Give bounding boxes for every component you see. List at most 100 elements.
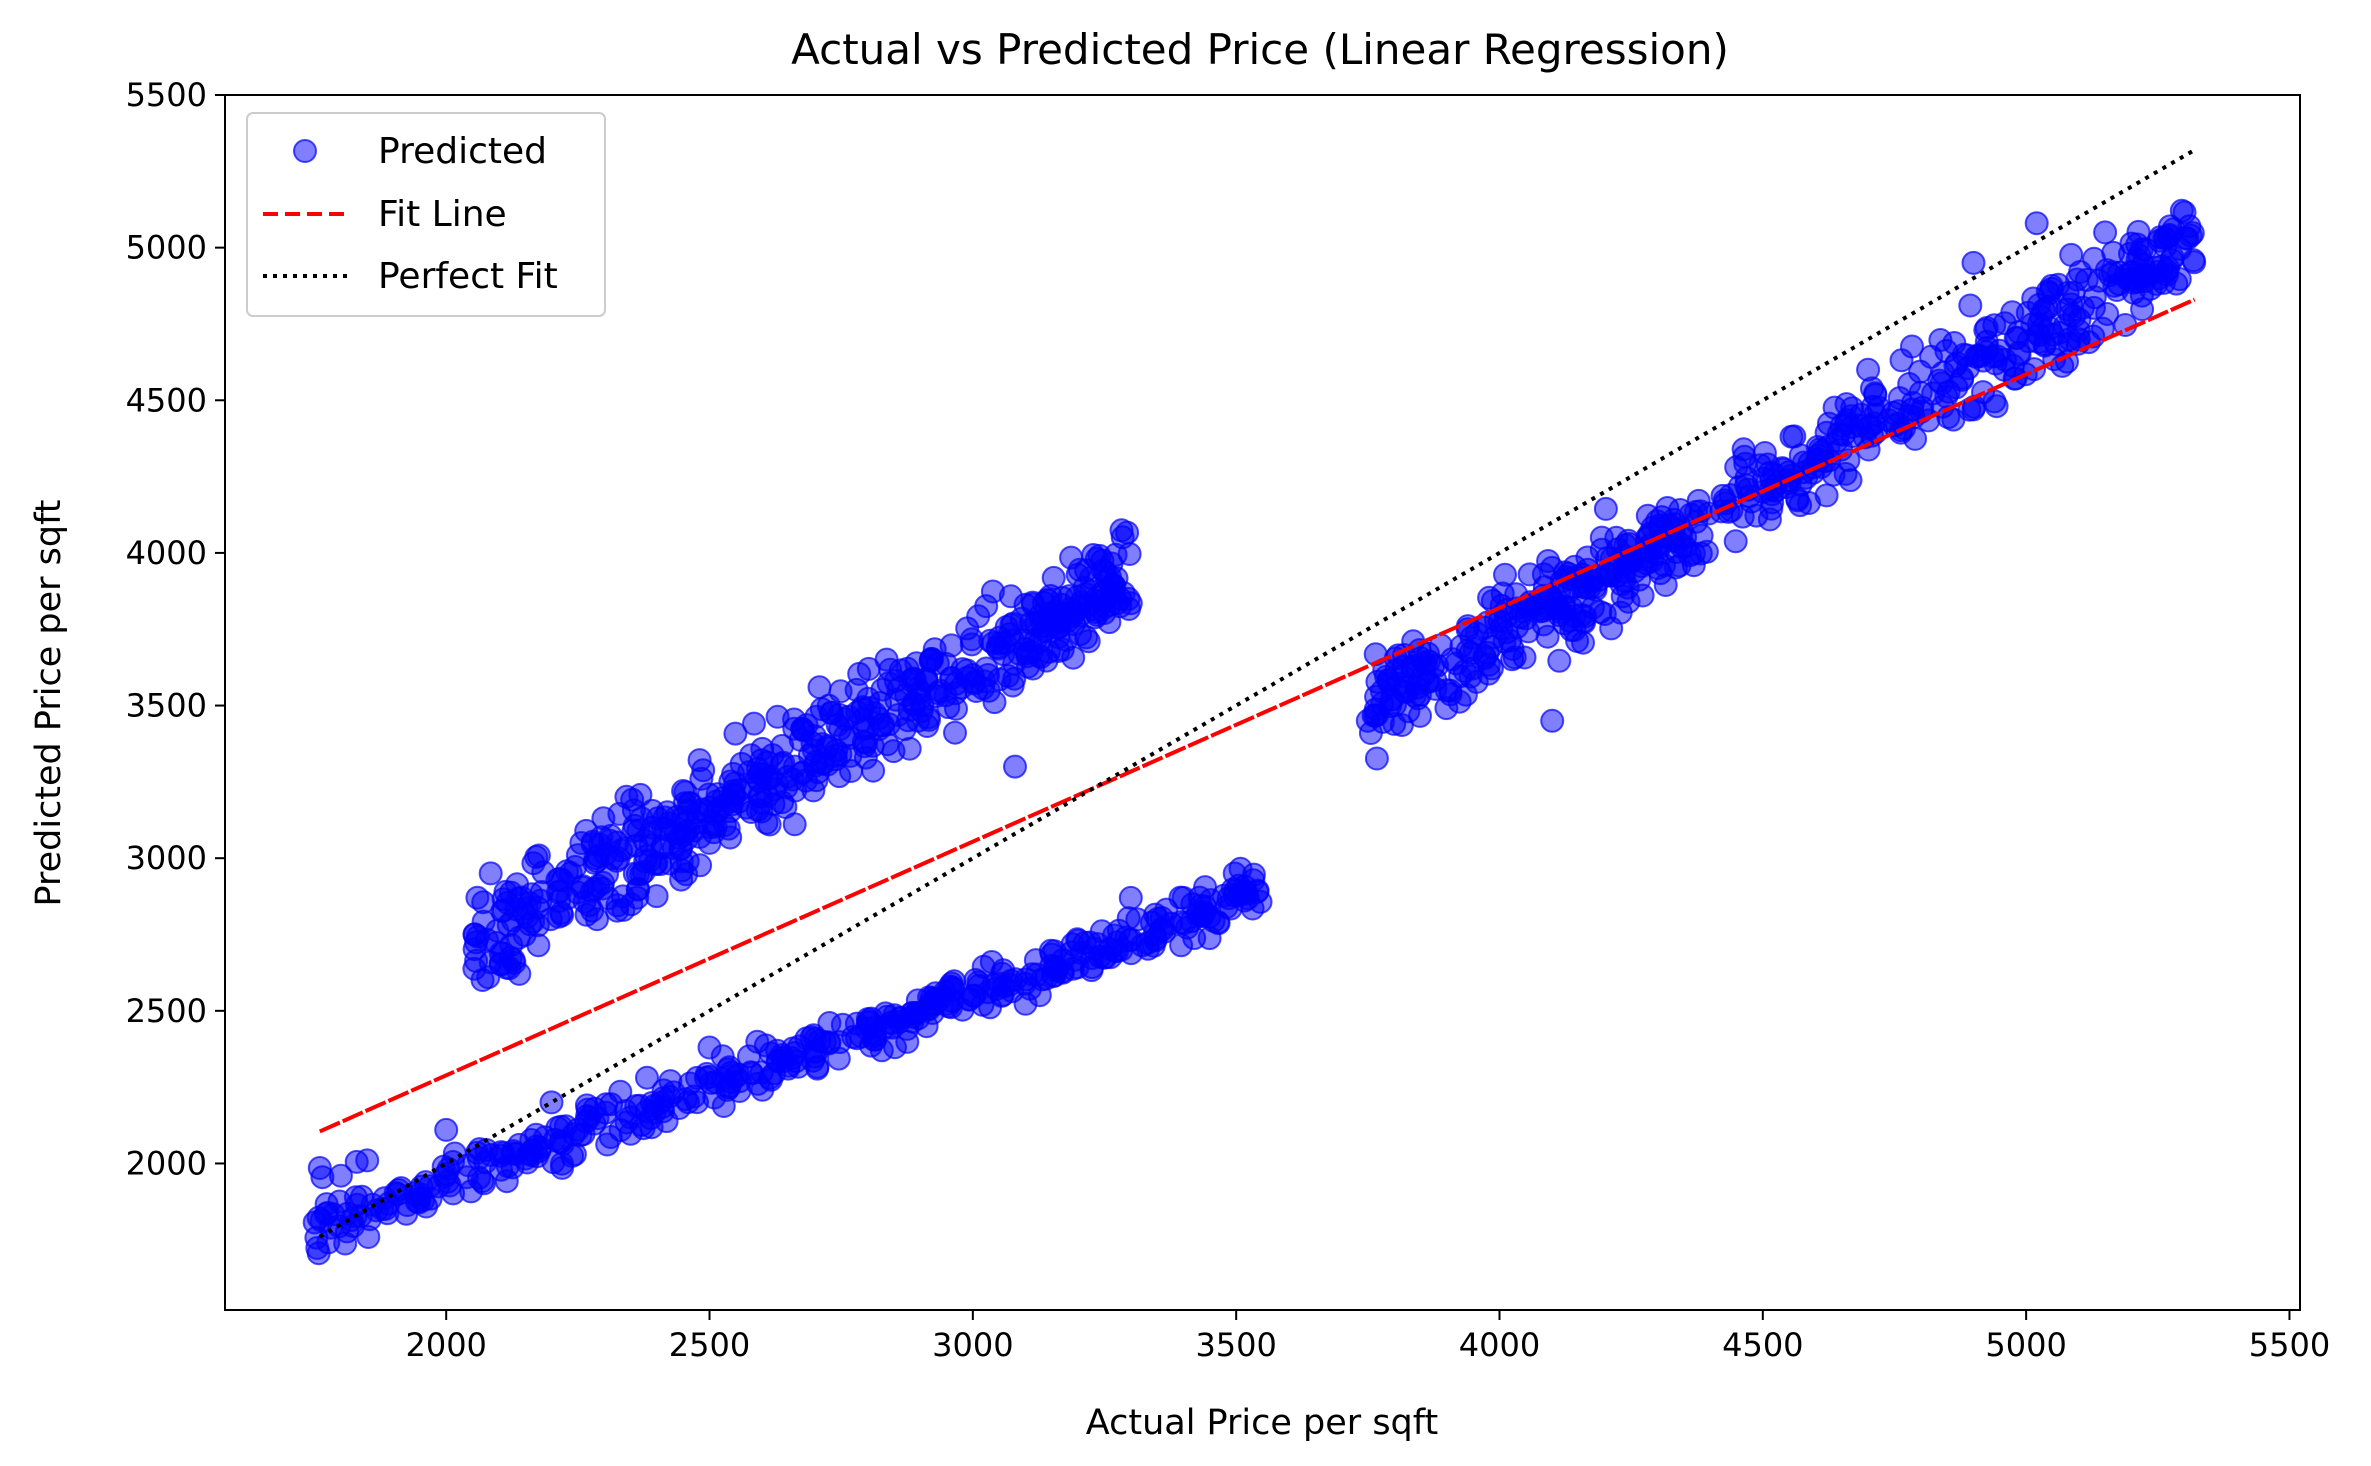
scatter-point [506,925,531,950]
scatter-point [1154,897,1179,922]
scatter-point [2059,242,2084,267]
scatter-point [998,968,1023,993]
scatter-point [1984,394,2009,419]
scatter-point [1982,313,2007,338]
scatter-point [635,1065,659,1090]
scatter-point [876,671,901,696]
scatter-point [1531,562,1556,587]
scatter-point [1117,542,1142,566]
scatter-point [1517,594,1542,619]
scatter-point [859,1033,883,1058]
scatter-point [628,782,653,807]
scatter-point [605,893,630,918]
scatter-point [2039,273,2064,298]
scatter-point [1434,678,1459,703]
scatter-point [1066,928,1091,953]
y-tick-label: 4500 [126,381,207,419]
y-axis: 2000 2500 3000 3500 4000 4500 5000 5500 [126,76,225,1182]
y-tick-label: 2500 [126,992,207,1030]
plot-area [224,94,2301,1311]
legend-box [246,112,606,317]
scatter-point [1596,561,1621,586]
scatter-point [1193,875,1218,900]
fit-line [318,297,2196,1134]
plot-frame [224,94,2301,1311]
scatter-point [988,631,1013,656]
scatter-point [782,812,807,837]
scatter-point [868,691,893,715]
scatter-point [1833,461,1858,486]
x-tick-label: 4500 [1722,1326,1803,1364]
scatter-point [595,1132,620,1157]
scatter-point [1187,900,1211,925]
scatter-point [995,664,1020,688]
scatter-point [1036,588,1061,613]
scatter-point [1355,708,1380,733]
scatter-point [528,1135,553,1160]
scatter-point [742,711,766,736]
scatter-point [711,1094,736,1118]
scatter-point [1667,553,1692,578]
scatter-point [582,1096,607,1121]
scatter-point [1405,686,1430,711]
scatter-point [1118,591,1143,616]
scatter-point [1076,592,1101,617]
scatter-point [549,1129,574,1154]
chart-title: Actual vs Predicted Price (Linear Regres… [791,25,1729,74]
scatter-point [1498,628,1523,653]
scatter-point [747,769,772,794]
scatter-point [1961,250,1986,275]
y-tick-label: 2000 [126,1144,207,1182]
scatter-point [2121,280,2146,305]
scatter-point [1085,932,1110,957]
scatter-point [1042,939,1067,964]
scatter-point [687,748,712,773]
scatter-point [372,1186,397,1211]
legend-label-predicted: Predicted [378,131,547,172]
scatter-point [1900,334,1924,359]
perfect-fit-line [318,148,2196,1239]
x-tick-label: 3500 [1195,1326,1276,1364]
scatter-point [697,1035,722,1060]
scatter-point [1955,343,1980,368]
x-tick-label: 4000 [1459,1326,1540,1364]
scatter-point [464,930,489,955]
scatter-point [1552,611,1576,636]
scatter-point [418,1186,443,1211]
scatter-point [1003,754,1027,779]
scatter-point [491,898,516,923]
scatter-point [539,1090,564,1115]
scatter-point [2062,304,2087,329]
x-tick-label: 3000 [932,1326,1013,1364]
scatter-point [1171,885,1196,910]
scatter-point [1015,644,1040,669]
scatter-point [580,829,605,854]
scatter-point [550,1151,574,1176]
scatter-point [549,900,574,925]
scatter-point [1540,708,1565,733]
scatter-point [472,1171,496,1196]
x-tick-label: 2000 [405,1326,486,1364]
scatter-point [1958,293,1983,318]
scatter-point [1744,503,1769,528]
y-tick-label: 3000 [126,839,207,877]
scatter-point [2155,262,2180,287]
legend-marker-predicted [293,139,317,163]
scatter-point [861,758,886,783]
y-tick-label: 3500 [126,687,207,725]
x-tick-label: 2500 [669,1326,750,1364]
scatter-point [1245,879,1270,904]
scatter-point [2093,220,2118,245]
scatter-point [1001,611,1025,636]
scatter-point [1206,911,1231,936]
scatter-point [886,703,910,727]
scatter-point [355,1148,380,1173]
scatter-point [2024,211,2049,236]
scatter-point [897,736,922,761]
scatter-point [2134,259,2159,284]
scatter-point [2000,300,2025,325]
scatter-point [1118,885,1143,910]
scatter-point [1365,669,1390,694]
scatter-point [434,1117,459,1142]
scatter-point [1577,575,1602,600]
